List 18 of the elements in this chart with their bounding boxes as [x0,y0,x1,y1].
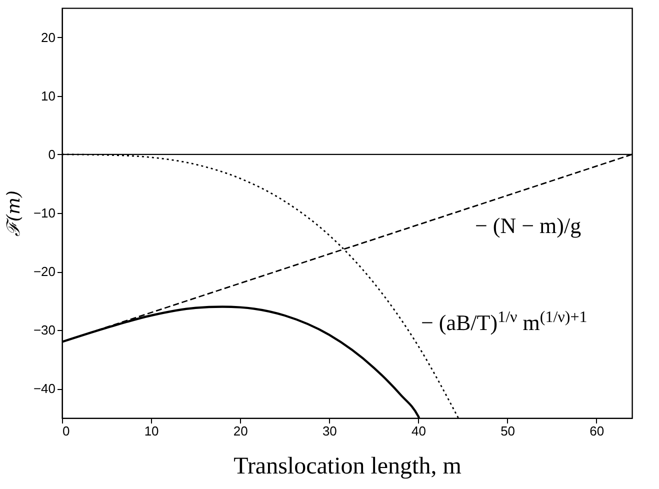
x-tick-label: 60 [590,424,604,438]
y-tick-label: −30 [33,322,56,338]
y-tick-label: 10 [41,88,56,104]
y-tick-label: −10 [33,206,56,220]
x-tick-label: 50 [500,424,516,438]
x-axis-title: Translocation length, m [234,454,462,480]
x-tick-label: 10 [144,424,159,438]
y-axis-title: ℱ(m) [3,190,24,237]
y-tick-label: 20 [41,30,56,45]
series-label: − (N − m)/g [475,213,582,238]
series-label: − (aB/T)$^{1/ν}$ m$^{(1/ν)+1}$ [421,308,588,335]
x-tick-label: 40 [412,424,426,438]
y-tick-label: 0 [48,146,56,162]
x-tick-label: 0 [62,424,70,438]
x-tick-label: 30 [322,424,337,438]
y-tick-label: −40 [33,381,56,396]
y-tick-label: −20 [33,264,56,280]
x-tick-label: 20 [233,424,248,438]
